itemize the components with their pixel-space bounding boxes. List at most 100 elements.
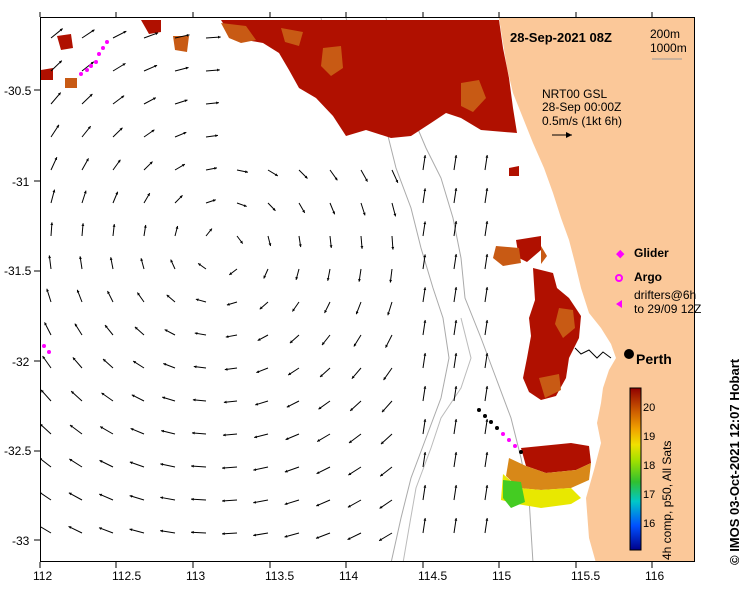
current-vector-head: [166, 294, 170, 298]
current-vector-head: [485, 485, 489, 488]
current-vector-head: [383, 377, 387, 381]
current-vector-head: [137, 292, 141, 296]
current-vector-head: [195, 298, 199, 302]
current-vector-head: [161, 429, 165, 433]
map-area: [40, 17, 695, 562]
current-vector-head: [98, 527, 102, 530]
current-vector-head: [222, 499, 225, 503]
current-vector-head: [315, 536, 319, 539]
current-vector-head: [162, 396, 166, 400]
current-vector-head: [198, 263, 202, 267]
current-vector-head: [485, 419, 489, 422]
current-vector-head: [42, 356, 46, 359]
current-vector-head: [69, 458, 73, 462]
current-vector-head: [485, 155, 489, 158]
current-vector-head: [274, 173, 278, 176]
sst-patch-north: [221, 20, 517, 138]
current-vector-head: [129, 528, 133, 532]
current-vector-head: [170, 259, 174, 263]
current-vector-head: [268, 243, 272, 247]
lon-tick: 113.5: [265, 569, 294, 583]
current-vector-head: [360, 246, 364, 249]
current-vector-head: [288, 372, 292, 376]
current-vector-head: [59, 28, 63, 32]
current-vector-head: [117, 159, 121, 163]
lon-tick: 112.5: [112, 569, 141, 583]
current-vector-head: [68, 526, 72, 529]
current-vector-head: [99, 493, 103, 497]
current-vector-head: [322, 342, 325, 346]
current-vector-head: [316, 471, 320, 474]
lon-tick: 113: [186, 569, 205, 583]
current-vector-head: [41, 491, 42, 493]
current-vector-head: [103, 359, 106, 362]
current-vector-head: [485, 287, 489, 290]
glider-track: [477, 408, 523, 454]
current-vector-head: [52, 189, 56, 193]
current-vectors: [41, 28, 489, 542]
current-vector-head: [454, 155, 458, 158]
lon-tick: 114.5: [418, 569, 447, 583]
current-vector-head: [454, 518, 458, 521]
current-vector-head: [259, 306, 263, 310]
current-vector-head: [48, 255, 52, 259]
current-vector-head: [83, 190, 87, 194]
current-vector-head: [79, 256, 82, 260]
current-vector-head: [41, 389, 44, 393]
current-vector-head: [58, 60, 62, 64]
current-vector-head: [57, 92, 61, 96]
current-vector-head: [423, 320, 427, 323]
current-vector-head: [183, 131, 187, 135]
current-vector-head: [181, 164, 185, 167]
current-vector-head: [485, 353, 489, 356]
credit-label: © IMOS 03-Oct-2021 12:07 Hobart: [727, 358, 739, 565]
current-vector-head: [68, 492, 72, 496]
current-vector-head: [226, 302, 230, 306]
current-vector-head: [423, 155, 427, 158]
current-vector-head: [289, 340, 293, 344]
current-vector-head: [257, 338, 261, 341]
current-vector-head: [381, 409, 385, 413]
current-vector: [41, 526, 52, 534]
sst-patch-south-orange: [506, 458, 591, 490]
current-vector-head: [191, 464, 194, 468]
current-vector-head: [423, 485, 427, 488]
current-vector-head: [332, 211, 335, 215]
lat-tick: -33: [12, 534, 30, 548]
current-vector-head: [87, 126, 91, 130]
current-vector-head: [380, 473, 384, 477]
current-vector-head: [393, 213, 397, 217]
current-vector-head: [364, 178, 368, 182]
drifter-tracks: [42, 40, 109, 354]
current-vector-head: [253, 533, 257, 537]
current-vector-head: [284, 469, 288, 473]
current-vector-head: [245, 170, 248, 174]
current-vector-head: [212, 199, 216, 202]
current-vector-head: [329, 245, 333, 248]
current-vector-head: [454, 353, 458, 356]
current-vector-head: [54, 157, 58, 161]
current-vector-head: [353, 343, 357, 347]
current-vector-head: [160, 463, 164, 466]
current-vector-head: [76, 289, 80, 293]
current-vector-head: [44, 322, 48, 326]
current-vector-head: [256, 370, 260, 373]
current-vector-head: [121, 95, 125, 99]
map-canvas: [41, 18, 694, 561]
lon-tick: 115: [492, 569, 511, 583]
current-vector-head: [72, 357, 76, 361]
current-vector-head: [112, 224, 116, 227]
current-vector-head: [122, 63, 126, 66]
current-vector-head: [41, 458, 43, 460]
current-vector-head: [263, 275, 267, 279]
current-vector-head: [318, 406, 322, 410]
current-vector-head: [222, 433, 226, 437]
current-vector-head: [129, 495, 133, 498]
colorbar-label: 4h comp, p50, All Sats: [660, 440, 674, 560]
current-vector-head: [100, 426, 104, 430]
current-vector-head: [192, 398, 196, 402]
current-vector-head: [423, 221, 427, 225]
current-vector-head: [151, 129, 155, 133]
current-vector: [41, 424, 52, 435]
current-vector-head: [209, 228, 212, 232]
